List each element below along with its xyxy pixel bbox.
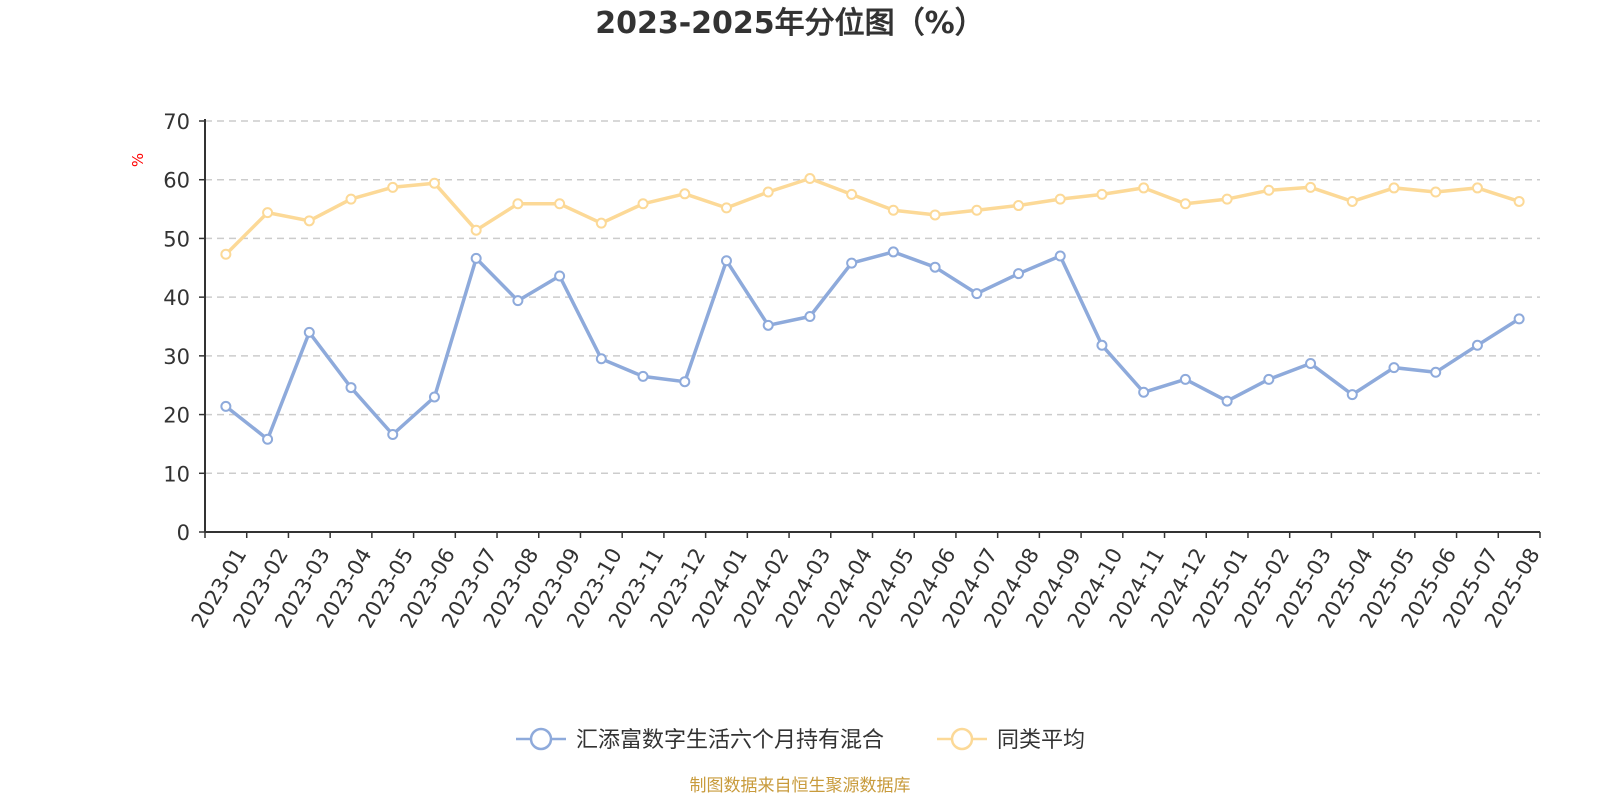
data-point[interactable]	[1471, 182, 1483, 194]
data-point[interactable]	[345, 193, 357, 205]
data-point[interactable]	[1179, 198, 1191, 210]
data-point[interactable]	[720, 255, 732, 267]
data-point[interactable]	[595, 353, 607, 365]
data-point[interactable]	[512, 198, 524, 210]
data-point[interactable]	[387, 181, 399, 193]
data-point[interactable]	[1054, 250, 1066, 262]
y-tick-label: 20	[163, 404, 190, 428]
data-point[interactable]	[1263, 184, 1275, 196]
data-point[interactable]	[804, 173, 816, 185]
data-point[interactable]	[345, 382, 357, 394]
data-point[interactable]	[470, 224, 482, 236]
legend-circle-icon	[950, 727, 974, 751]
data-point[interactable]	[262, 433, 274, 445]
data-point[interactable]	[1179, 373, 1191, 385]
data-point[interactable]	[887, 204, 899, 216]
data-point[interactable]	[846, 257, 858, 269]
y-tick-label: 70	[163, 110, 190, 134]
series-line	[224, 176, 1520, 256]
legend[interactable]: 汇添富数字生活六个月持有混合 同类平均	[516, 727, 1085, 753]
grid-lines	[205, 120, 1540, 475]
data-point[interactable]	[1096, 188, 1108, 200]
legend-label: 同类平均	[997, 728, 1085, 753]
data-point[interactable]	[1346, 195, 1358, 207]
series-line	[224, 250, 1521, 441]
series-1	[220, 246, 1525, 445]
data-point[interactable]	[679, 188, 691, 200]
data-point[interactable]	[1430, 186, 1442, 198]
data-point[interactable]	[1013, 268, 1025, 280]
legend-item-1[interactable]: 汇添富数字生活六个月持有混合	[516, 727, 884, 753]
data-point[interactable]	[554, 270, 566, 282]
data-point[interactable]	[1221, 193, 1233, 205]
data-point[interactable]	[512, 295, 524, 307]
axes: 0102030405060702023-012023-022023-032023…	[163, 110, 1544, 632]
data-point[interactable]	[1305, 181, 1317, 193]
data-point[interactable]	[1054, 193, 1066, 205]
data-point[interactable]	[428, 177, 440, 189]
data-point[interactable]	[595, 217, 607, 229]
y-tick-label: 10	[163, 462, 190, 486]
legend-circle-icon	[529, 727, 553, 751]
data-point[interactable]	[470, 252, 482, 264]
data-point[interactable]	[303, 215, 315, 227]
data-point[interactable]	[1513, 195, 1525, 207]
data-point[interactable]	[387, 429, 399, 441]
data-point[interactable]	[929, 261, 941, 273]
data-point[interactable]	[1471, 339, 1483, 351]
data-point[interactable]	[1388, 182, 1400, 194]
source-note: 制图数据来自恒生聚源数据库	[690, 776, 911, 796]
data-point[interactable]	[804, 311, 816, 323]
data-point[interactable]	[1221, 395, 1233, 407]
y-tick-label: 60	[163, 169, 190, 193]
chart-title: 2023-2025年分位图（%）	[595, 6, 985, 41]
data-point[interactable]	[1305, 357, 1317, 369]
data-point[interactable]	[554, 198, 566, 210]
y-axis-unit-label: %	[129, 153, 147, 167]
data-point[interactable]	[762, 319, 774, 331]
data-point[interactable]	[1138, 182, 1150, 194]
data-point[interactable]	[1513, 313, 1525, 325]
data-point[interactable]	[679, 376, 691, 388]
data-point[interactable]	[762, 186, 774, 198]
y-tick-label: 30	[163, 345, 190, 369]
data-point[interactable]	[637, 198, 649, 210]
data-point[interactable]	[303, 326, 315, 338]
data-point[interactable]	[846, 188, 858, 200]
data-point[interactable]	[971, 288, 983, 300]
series-2	[220, 173, 1525, 260]
data-point[interactable]	[1346, 389, 1358, 401]
legend-label: 汇添富数字生活六个月持有混合	[576, 728, 884, 753]
data-point[interactable]	[1138, 386, 1150, 398]
data-point[interactable]	[637, 370, 649, 382]
data-point[interactable]	[720, 202, 732, 214]
series-lines	[220, 173, 1525, 445]
data-point[interactable]	[1430, 366, 1442, 378]
data-point[interactable]	[1263, 373, 1275, 385]
data-point[interactable]	[929, 209, 941, 221]
data-point[interactable]	[1013, 200, 1025, 212]
legend-item-2[interactable]: 同类平均	[937, 727, 1085, 753]
data-point[interactable]	[220, 400, 232, 412]
data-point[interactable]	[1388, 362, 1400, 374]
data-point[interactable]	[1096, 339, 1108, 351]
y-tick-label: 50	[163, 227, 190, 251]
data-point[interactable]	[887, 246, 899, 258]
data-point[interactable]	[262, 207, 274, 219]
y-tick-label: 0	[177, 521, 190, 545]
data-point[interactable]	[971, 204, 983, 216]
data-point[interactable]	[428, 391, 440, 403]
data-point[interactable]	[220, 248, 232, 260]
y-tick-label: 40	[163, 286, 190, 310]
